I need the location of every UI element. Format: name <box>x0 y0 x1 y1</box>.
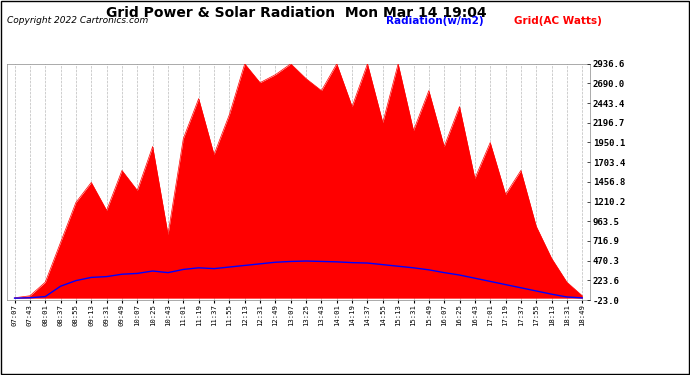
Text: Radiation(w/m2): Radiation(w/m2) <box>386 16 484 26</box>
Text: Grid Power & Solar Radiation  Mon Mar 14 19:04: Grid Power & Solar Radiation Mon Mar 14 … <box>106 6 487 20</box>
Text: Copyright 2022 Cartronics.com: Copyright 2022 Cartronics.com <box>7 16 148 25</box>
Text: Grid(AC Watts): Grid(AC Watts) <box>514 16 602 26</box>
